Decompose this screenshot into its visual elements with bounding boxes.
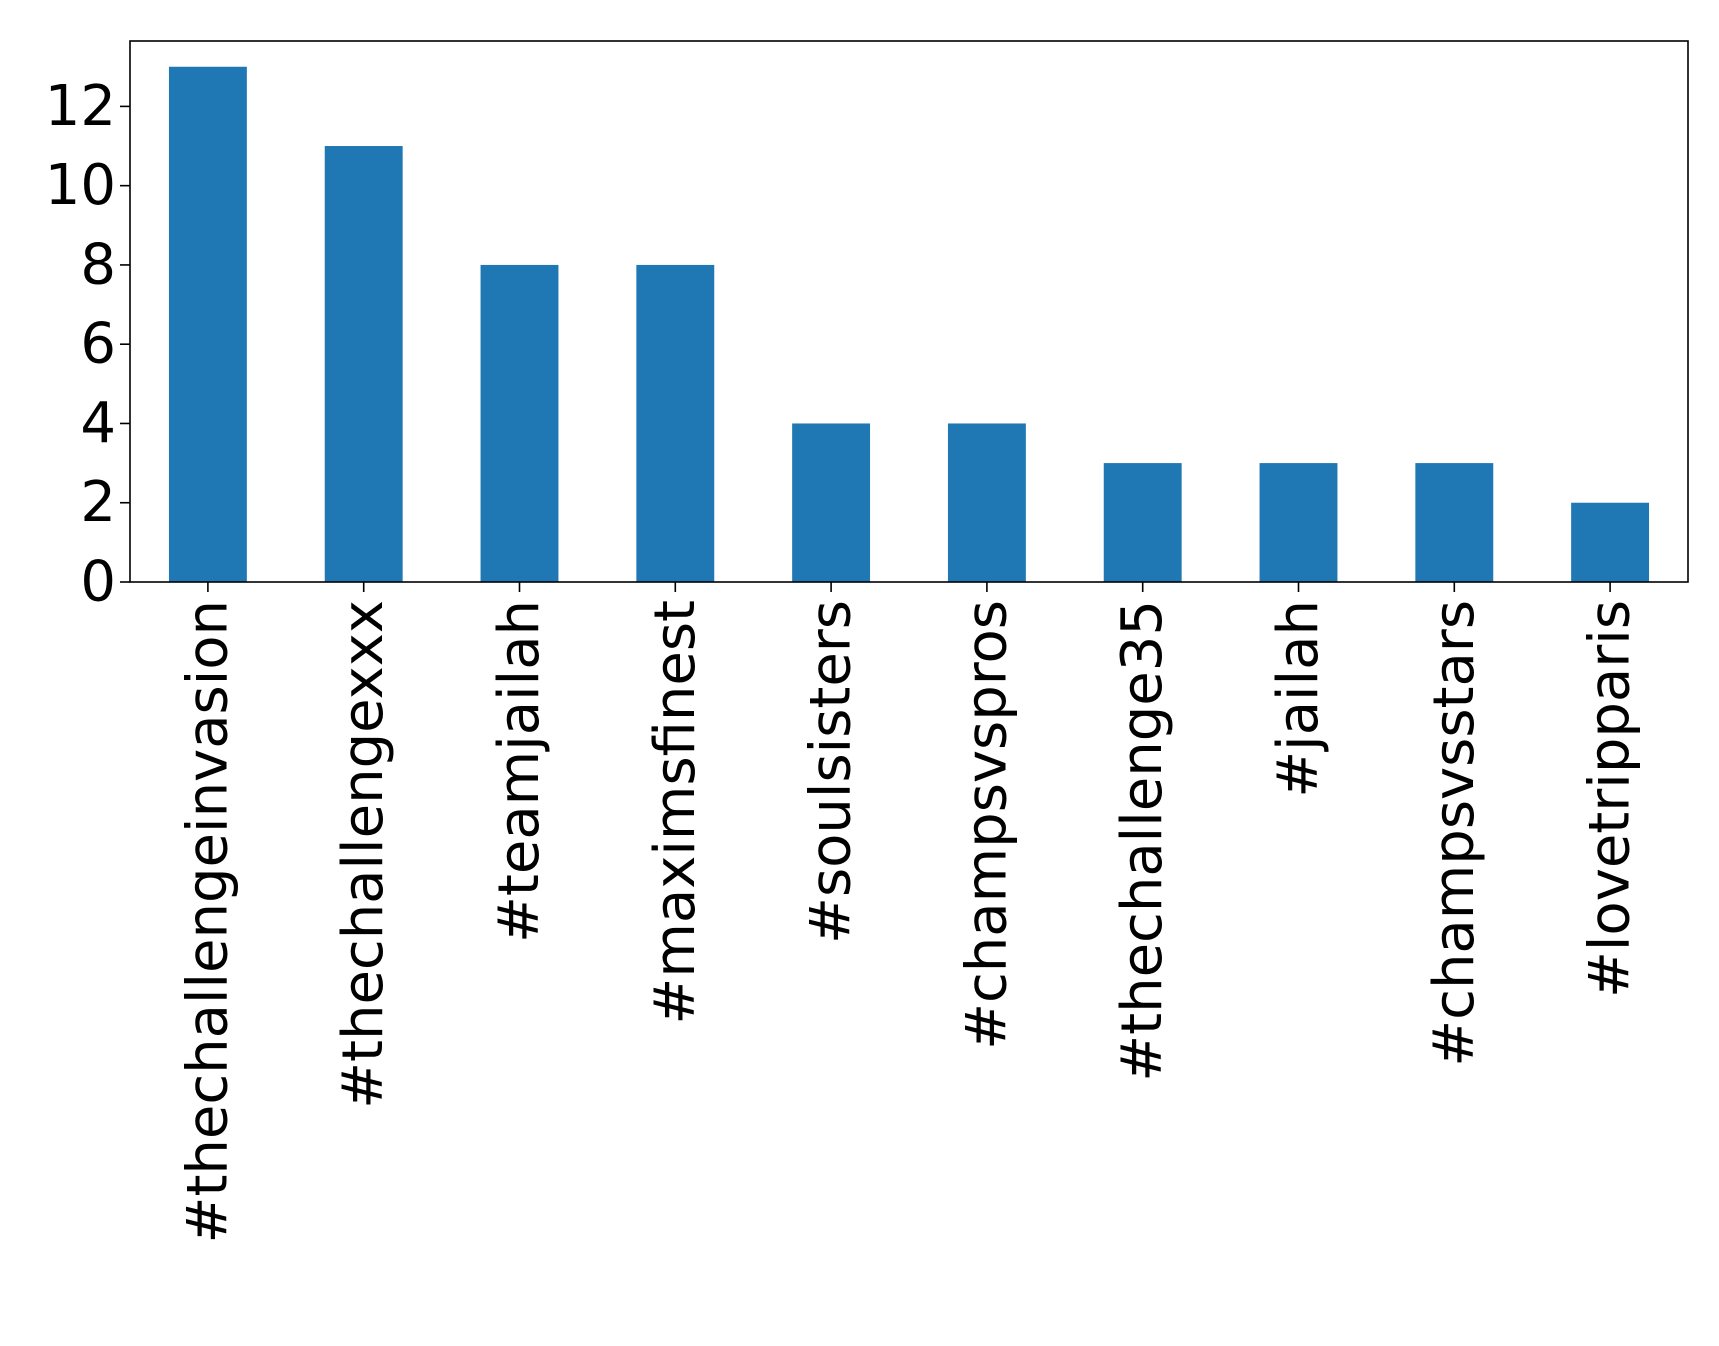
y-tick-label: 8 xyxy=(80,232,116,297)
bar xyxy=(480,264,559,582)
bar xyxy=(168,66,247,582)
x-tick-label: #jailah xyxy=(1266,600,1331,798)
y-tick-label: 6 xyxy=(80,312,116,377)
x-tick-label: #thechallenge35 xyxy=(1110,600,1175,1082)
x-tick-label: #soulsisters xyxy=(799,600,864,944)
y-tick-label: 2 xyxy=(80,470,116,535)
plot-area-frame xyxy=(129,40,1689,583)
y-tick-label: 4 xyxy=(80,391,116,456)
bar xyxy=(1571,502,1650,582)
x-tick-label: #teamjailah xyxy=(487,600,552,943)
x-tick-label: #lovetripparis xyxy=(1578,600,1643,998)
y-tick-label: 12 xyxy=(45,74,116,139)
x-tick-label: #champsvsstars xyxy=(1422,600,1487,1067)
x-tick-label: #maximsfinest xyxy=(643,600,708,1025)
bar xyxy=(792,423,871,582)
bar xyxy=(1415,463,1494,582)
ticks-layer: #thechallengeinvasion #thechallengexxx #te… xyxy=(45,74,1643,1244)
x-tick-label: #thechallengexxx xyxy=(331,600,396,1109)
bars-layer xyxy=(168,66,1650,582)
bar xyxy=(1259,463,1338,582)
bar xyxy=(1103,463,1182,582)
bar xyxy=(324,146,403,582)
x-tick-label: #thechallengeinvasion xyxy=(175,600,240,1243)
x-tick-label: #champsvspros xyxy=(954,600,1019,1050)
bar xyxy=(947,423,1026,582)
y-tick-label: 0 xyxy=(80,550,116,615)
y-tick-label: 10 xyxy=(45,153,116,218)
bar xyxy=(636,264,715,582)
